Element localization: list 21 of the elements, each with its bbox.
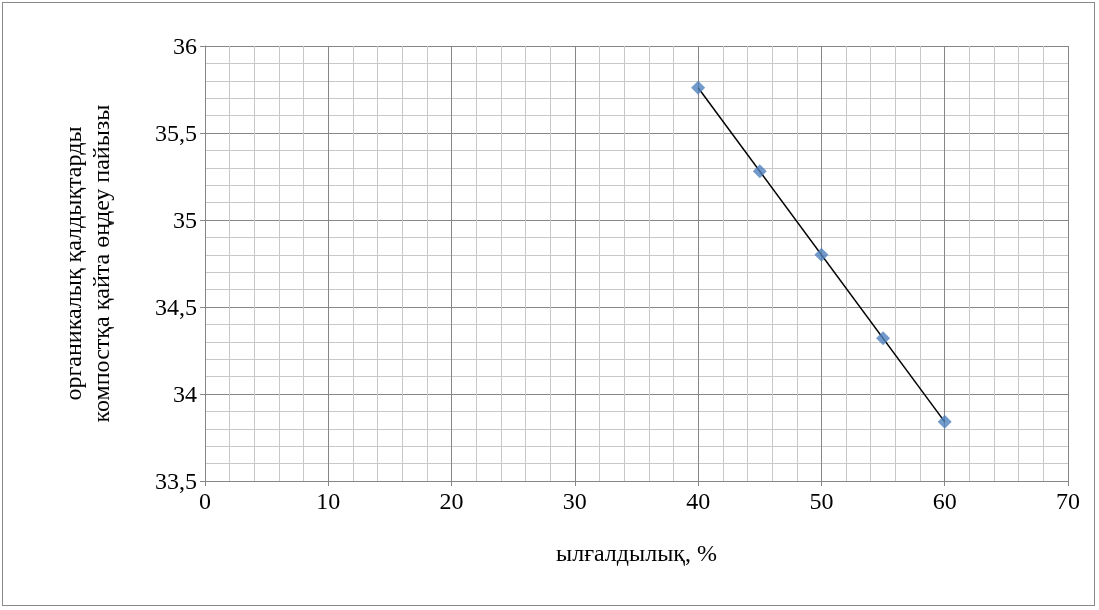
x-axis-title: ылғалдылық, % <box>556 540 717 566</box>
point <box>752 164 767 179</box>
point <box>876 331 891 346</box>
x-tick-label: 50 <box>809 488 834 514</box>
x-tick-label: 30 <box>562 488 587 514</box>
point <box>814 247 829 262</box>
point <box>937 414 952 429</box>
y-tick-label: 35 <box>173 207 197 233</box>
y-tick-label: 35,5 <box>155 120 197 146</box>
x-tick-label: 70 <box>1056 488 1080 514</box>
y-tick-label: 36 <box>173 33 197 59</box>
x-tick-label: 0 <box>199 488 211 514</box>
x-tick-label: 10 <box>316 488 341 514</box>
y-tick-label: 33,5 <box>155 468 197 494</box>
point <box>691 80 706 95</box>
y-axis-title: органикалық қалдықтарды компостқа қайта өңдеу пайызы <box>60 104 114 423</box>
x-tick-label: 20 <box>439 488 464 514</box>
y-tick-label: 34 <box>173 381 197 407</box>
y-tick-label: 34,5 <box>155 294 197 320</box>
x-tick-label: 60 <box>932 488 957 514</box>
x-tick-label: 40 <box>686 488 711 514</box>
